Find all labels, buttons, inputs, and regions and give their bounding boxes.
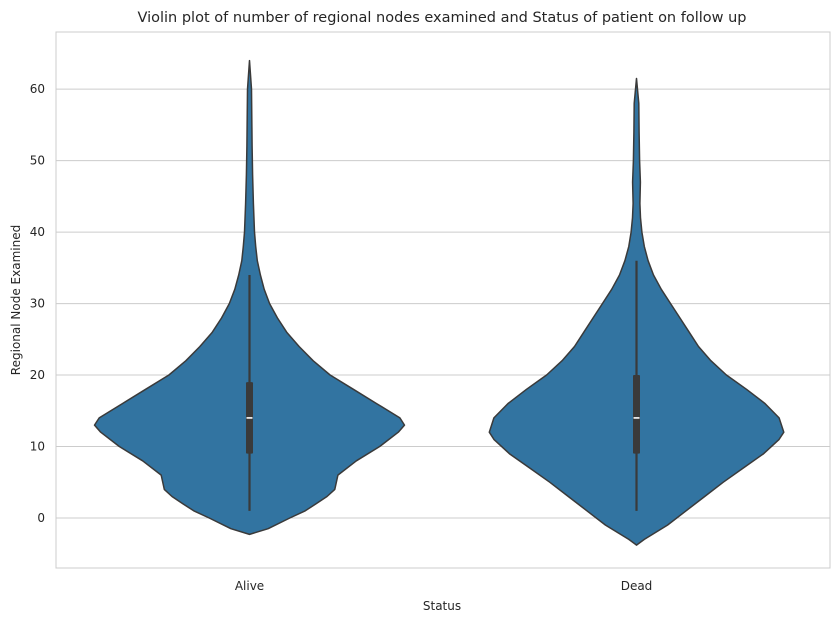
x-tick-labels: Alive Dead [235,579,652,593]
x-axis-label: Status [423,599,461,613]
y-tick-label: 10 [30,440,45,454]
iqr-box-dead [633,375,640,454]
y-tick-label: 0 [37,511,45,525]
y-tick-label: 30 [30,297,45,311]
y-tick-label: 20 [30,368,45,382]
plot-frame [55,31,831,569]
x-tick-label: Alive [235,579,264,593]
y-axis-label: Regional Node Examined [9,225,23,375]
violin-group [93,59,785,546]
chart-title: Violin plot of number of regional nodes … [138,10,747,26]
y-tick-label: 40 [30,225,45,239]
y-tick-labels: 0 10 20 30 40 50 60 [30,82,45,525]
x-tick-label: Dead [621,579,653,593]
y-tick-label: 50 [30,154,45,168]
y-tick-label: 60 [30,82,45,96]
